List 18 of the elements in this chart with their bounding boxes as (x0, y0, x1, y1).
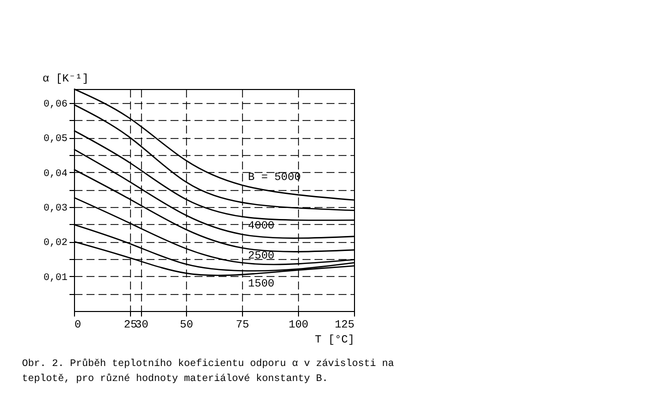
y-axis-title: α [K⁻¹] (42, 74, 89, 86)
y-tick-label: 0,01 (43, 272, 68, 284)
series-label: 1500 (248, 278, 274, 291)
series-label: 2500 (248, 250, 274, 262)
text: Obr. 2. Průběh teplotního koeficientu odporu α v závislosti na teplotě, pro různé hodnoty materiálové konstanty B. (22, 358, 394, 385)
x-tick-label: 0 (74, 320, 82, 332)
y-tick-label: 0,04 (43, 168, 68, 180)
x-tick-label: 75 (236, 320, 250, 332)
y-tick-label: 0,02 (43, 238, 68, 250)
x-tick-label: 25 (124, 320, 138, 332)
x-axis-title: T [°C] (314, 334, 354, 346)
y-tick-label: 0,03 (43, 203, 68, 214)
x-tick-label: 100 (288, 320, 308, 332)
x-tick-label: 50 (180, 320, 194, 332)
x-tick-label: 30 (135, 320, 148, 332)
y-tick-label: 0,06 (43, 99, 68, 110)
x-tick-label: 125 (334, 320, 354, 332)
y-tick-label: 0,05 (43, 134, 68, 146)
